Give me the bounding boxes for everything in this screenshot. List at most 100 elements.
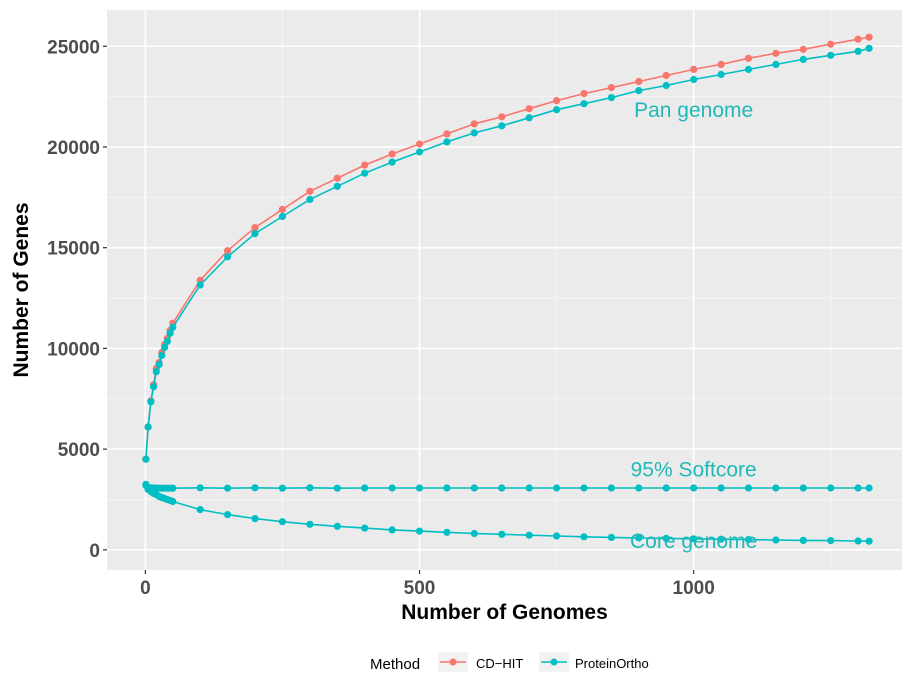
data-point (717, 535, 725, 543)
data-point (163, 337, 171, 345)
data-point (415, 140, 424, 148)
y-tick-label: 20000 (47, 138, 100, 159)
data-point (772, 536, 780, 544)
x-tick-label: 500 (404, 578, 436, 599)
data-point (854, 537, 862, 545)
data-point (635, 87, 643, 95)
x-axis-title: Number of Genomes (401, 601, 608, 624)
data-point (717, 484, 725, 492)
data-point (525, 114, 533, 122)
data-point (744, 484, 753, 492)
data-point (443, 130, 451, 138)
data-point (854, 35, 862, 43)
data-point (251, 515, 259, 523)
data-point (772, 60, 780, 68)
data-point (361, 484, 369, 492)
data-point (415, 148, 424, 156)
data-point (306, 195, 314, 203)
data-point (388, 484, 396, 492)
grid-major (107, 10, 902, 570)
x-tick-label: 1000 (673, 578, 715, 599)
data-point (580, 484, 588, 492)
data-point (662, 81, 670, 90)
data-point (865, 537, 873, 545)
annotation-softcore: 95% Softcore (631, 458, 757, 481)
data-point (306, 484, 314, 492)
data-point (580, 90, 588, 98)
data-point (854, 484, 862, 492)
data-point (662, 484, 670, 492)
data-point (799, 55, 807, 64)
data-point (553, 484, 561, 492)
data-point (607, 533, 616, 542)
data-point (827, 51, 835, 59)
data-point (470, 529, 478, 538)
data-point (278, 484, 286, 492)
x-tick-label: 0 (140, 578, 151, 599)
data-point (224, 253, 232, 261)
data-point (161, 343, 169, 351)
data-point (662, 71, 670, 80)
data-point (278, 205, 286, 213)
data-point (361, 161, 369, 169)
data-point (498, 530, 506, 538)
data-point (443, 528, 451, 536)
annotation-layer: Pan genome 95% Softcore Core genome (630, 99, 757, 553)
data-point (196, 281, 204, 289)
data-point (470, 129, 478, 137)
data-point (580, 533, 588, 541)
y-axis-title: Number of Genes (10, 202, 33, 377)
data-point (158, 351, 166, 360)
data-point (498, 113, 506, 121)
data-point (854, 47, 862, 55)
data-point (361, 524, 369, 532)
y-tick-label: 5000 (58, 440, 100, 461)
data-point (278, 212, 286, 221)
data-point (306, 520, 314, 528)
data-point (147, 398, 155, 406)
data-point (498, 122, 506, 130)
legend-title: Method (370, 656, 420, 673)
legend-label-cd-hit: CD−HIT (476, 656, 523, 671)
data-point (196, 484, 204, 492)
y-tick-label: 0 (89, 541, 100, 562)
data-point (388, 150, 396, 158)
annotation-pan-genome: Pan genome (634, 99, 753, 122)
data-point (155, 360, 163, 369)
data-point (166, 329, 174, 337)
data-point (553, 106, 561, 114)
data-point (251, 484, 259, 492)
legend-key-cd-hit (438, 652, 468, 672)
data-point (744, 65, 753, 73)
series-3 (142, 481, 873, 545)
data-point (443, 484, 451, 492)
data-point (150, 383, 158, 391)
data-point (470, 484, 478, 492)
data-point (224, 510, 232, 519)
data-point (333, 174, 341, 182)
y-tick-label: 25000 (47, 37, 100, 58)
data-point (799, 484, 807, 492)
data-point (662, 534, 670, 543)
data-point (196, 506, 204, 514)
data-point (470, 120, 478, 128)
grid-minor (107, 10, 902, 570)
data-point (306, 187, 314, 195)
data-point (333, 522, 341, 530)
data-point (635, 484, 643, 492)
data-point (333, 182, 341, 190)
legend: Method CD−HIT ProteinOrtho (370, 652, 649, 673)
plot-panel (107, 10, 902, 570)
data-point (525, 531, 533, 539)
data-point (799, 536, 807, 545)
legend-label-proteinortho: ProteinOrtho (575, 656, 649, 671)
data-point (635, 77, 643, 86)
data-point (333, 484, 341, 492)
data-point (607, 484, 616, 492)
axis-layer: 0 5000 10000 15000 20000 25000 0 500 1000 (47, 37, 715, 599)
data-point (169, 484, 177, 492)
data-point (865, 484, 873, 492)
y-tick-label: 10000 (47, 339, 100, 360)
data-point (607, 84, 616, 92)
